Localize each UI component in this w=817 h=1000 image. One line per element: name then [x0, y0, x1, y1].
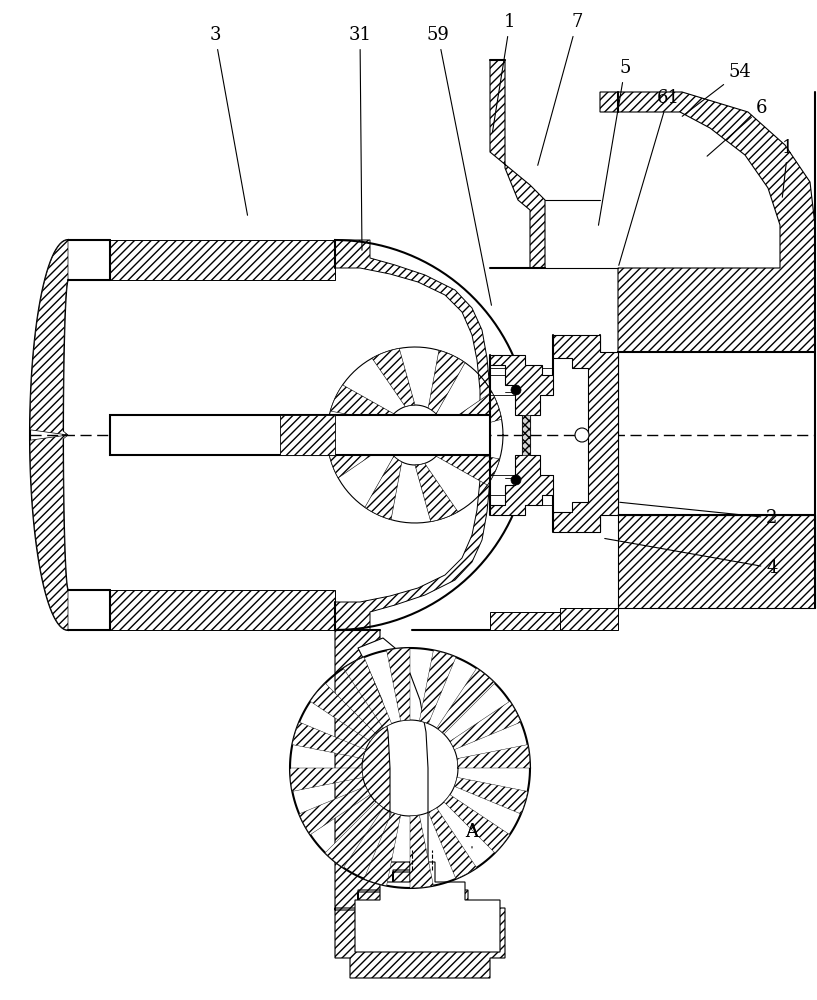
Polygon shape	[410, 815, 433, 888]
Polygon shape	[335, 455, 490, 630]
Polygon shape	[299, 786, 370, 835]
Polygon shape	[355, 638, 500, 952]
Polygon shape	[454, 777, 528, 814]
Circle shape	[511, 385, 521, 395]
Text: 7: 7	[538, 13, 583, 165]
Polygon shape	[372, 348, 415, 407]
Text: 54: 54	[682, 63, 752, 116]
Polygon shape	[436, 668, 495, 734]
Text: 5: 5	[599, 59, 631, 225]
Text: 61: 61	[618, 89, 680, 265]
Polygon shape	[30, 240, 68, 435]
Polygon shape	[457, 745, 530, 768]
Polygon shape	[618, 515, 815, 608]
Polygon shape	[310, 683, 376, 741]
Polygon shape	[330, 385, 394, 422]
Text: 6: 6	[707, 99, 768, 156]
Polygon shape	[110, 415, 490, 455]
Polygon shape	[490, 60, 545, 268]
Polygon shape	[522, 415, 530, 455]
Circle shape	[511, 475, 521, 485]
Polygon shape	[325, 802, 383, 868]
Text: 31: 31	[349, 26, 372, 250]
Polygon shape	[364, 812, 400, 886]
Polygon shape	[365, 456, 402, 520]
Polygon shape	[436, 448, 500, 485]
Polygon shape	[428, 808, 476, 879]
Text: 4: 4	[605, 538, 778, 577]
Polygon shape	[290, 768, 363, 791]
Text: 1: 1	[782, 139, 794, 197]
Polygon shape	[328, 435, 386, 478]
Polygon shape	[343, 657, 391, 728]
Text: A: A	[466, 823, 479, 841]
Polygon shape	[490, 612, 560, 630]
Polygon shape	[110, 590, 335, 630]
Text: 3: 3	[209, 26, 248, 215]
Polygon shape	[444, 392, 502, 435]
Polygon shape	[444, 795, 510, 853]
Polygon shape	[419, 650, 456, 724]
Polygon shape	[280, 415, 335, 455]
Polygon shape	[292, 722, 366, 759]
Text: 2: 2	[620, 502, 778, 527]
Polygon shape	[30, 435, 68, 630]
Polygon shape	[386, 648, 410, 721]
Polygon shape	[600, 92, 815, 352]
Polygon shape	[553, 335, 618, 532]
Polygon shape	[428, 350, 465, 414]
Polygon shape	[110, 240, 335, 280]
Text: A: A	[466, 823, 479, 848]
Polygon shape	[335, 240, 490, 415]
Polygon shape	[335, 630, 505, 978]
Circle shape	[575, 428, 589, 442]
Polygon shape	[415, 463, 458, 522]
Polygon shape	[560, 608, 618, 630]
Text: 1: 1	[493, 13, 516, 132]
Polygon shape	[490, 355, 553, 515]
Text: 59: 59	[426, 26, 492, 305]
Polygon shape	[450, 701, 521, 750]
